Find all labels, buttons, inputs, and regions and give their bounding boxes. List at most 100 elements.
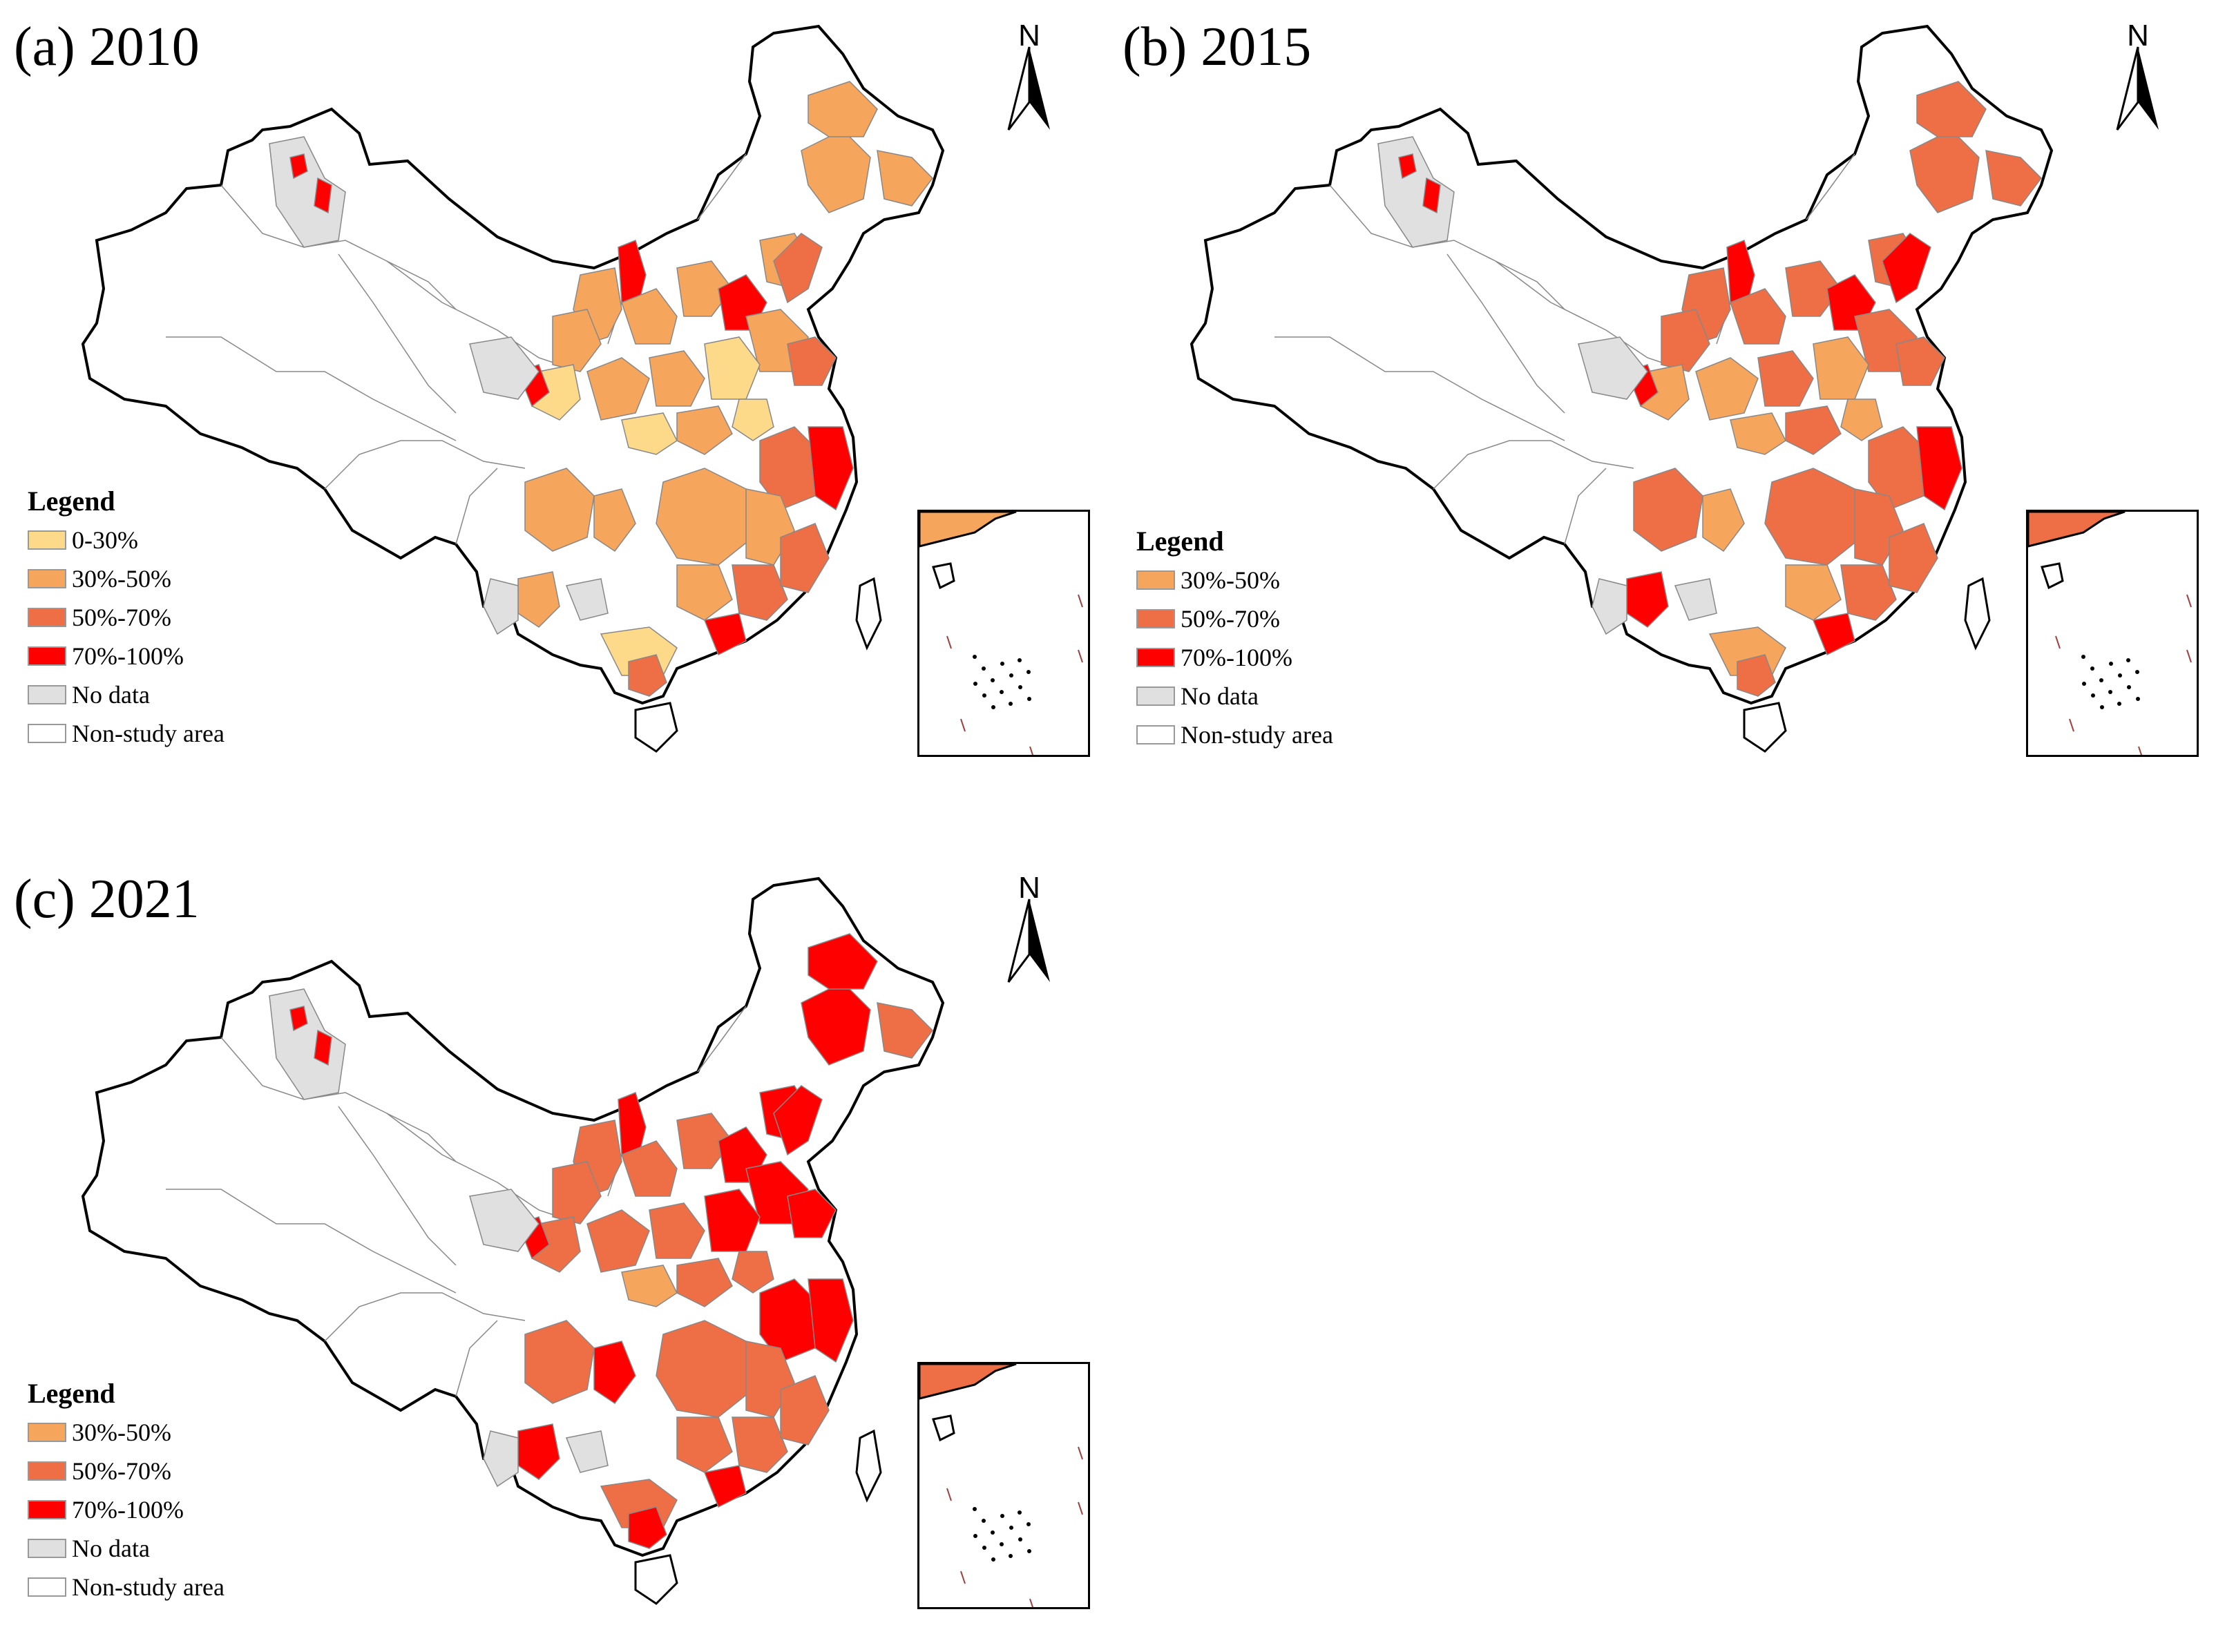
city-region xyxy=(1916,81,1987,137)
city-region xyxy=(703,613,747,656)
legend-item: Non-study area xyxy=(28,1568,225,1606)
inset-island xyxy=(1026,670,1031,674)
city-region xyxy=(1592,578,1627,635)
city-region xyxy=(1757,350,1814,407)
hainan-island xyxy=(634,1554,678,1605)
province-boundary xyxy=(166,336,457,441)
city-region xyxy=(552,1161,602,1224)
inset-island xyxy=(982,693,986,698)
province-boundary xyxy=(166,1189,457,1294)
nine-dash-line xyxy=(1078,649,1083,663)
inset-island xyxy=(2118,673,2122,678)
province-boundary xyxy=(1329,184,1565,310)
province-boundary xyxy=(338,253,457,414)
province-boundary xyxy=(697,1006,747,1073)
inset-island xyxy=(1009,1526,1013,1530)
city-region xyxy=(732,564,788,621)
nine-dash-line xyxy=(2055,635,2061,649)
city-region xyxy=(676,1258,733,1307)
city-region xyxy=(1422,177,1441,214)
legend-item: 30%-50% xyxy=(28,559,225,598)
city-region xyxy=(483,1430,519,1488)
inset-hainan xyxy=(2041,562,2064,590)
inset-island xyxy=(2082,682,2086,686)
city-region xyxy=(1916,426,1962,511)
legend-item: Non-study area xyxy=(28,714,225,753)
legend-item: 50%-70% xyxy=(1136,599,1333,638)
taiwan-island xyxy=(855,577,882,651)
inset-island xyxy=(2091,693,2095,698)
south-china-sea-inset xyxy=(917,1362,1090,1609)
inset-island xyxy=(2100,705,2104,709)
city-region xyxy=(289,153,308,180)
north-label: N xyxy=(2127,19,2149,52)
city-region xyxy=(565,578,609,621)
inset-island xyxy=(982,666,986,671)
legend-label: No data xyxy=(72,681,150,709)
legend-label: 70%-100% xyxy=(72,642,184,670)
legend-label: 70%-100% xyxy=(72,1496,184,1524)
nine-dash-line xyxy=(946,635,952,649)
city-region xyxy=(787,1189,837,1238)
north-arrow-icon: N xyxy=(1007,872,1071,989)
south-china-sea-inset xyxy=(917,510,1090,757)
legend-swatch xyxy=(28,530,66,550)
nine-dash-line xyxy=(1078,1446,1083,1460)
inset-island xyxy=(982,1519,986,1523)
inset-island xyxy=(1000,1542,1004,1546)
legend-item: 50%-70% xyxy=(28,598,225,637)
legend-swatch xyxy=(28,1539,66,1558)
inset-island xyxy=(1018,685,1022,689)
north-arrow-icon: N xyxy=(2116,19,2179,137)
inset-island xyxy=(1009,702,1013,706)
legend: Legend 30%-50% 50%-70% 70%-100% No data Non-… xyxy=(1136,522,1333,754)
province-boundary xyxy=(1806,153,1855,220)
city-region xyxy=(1398,153,1417,180)
legend-label: Non-study area xyxy=(72,720,225,747)
legend-item: No data xyxy=(1136,677,1333,715)
legend-swatch xyxy=(1136,570,1175,590)
city-region xyxy=(621,412,678,455)
inset-island xyxy=(1026,1522,1031,1526)
inset-island xyxy=(2126,658,2130,662)
inset-island xyxy=(2135,670,2139,674)
north-arrow-icon: N xyxy=(1007,19,1071,137)
city-region xyxy=(1840,564,1897,621)
legend-label: No data xyxy=(72,1535,150,1562)
map-panel-2015: (b) 2015 N Legend 30%-50% 50%-70% 70%-100%… xyxy=(1123,12,2214,800)
nine-dash-line xyxy=(2186,649,2192,663)
city-region xyxy=(1882,233,1931,304)
legend-swatch xyxy=(28,724,66,743)
inset-island xyxy=(1000,1514,1004,1518)
legend-item: 50%-70% xyxy=(28,1452,225,1490)
city-region xyxy=(618,1091,647,1155)
nine-dash-line xyxy=(1029,1598,1034,1607)
legend-label: 30%-50% xyxy=(72,1419,171,1446)
inset-hainan xyxy=(932,562,955,590)
inset-island xyxy=(2081,655,2085,659)
inset-island xyxy=(1027,697,1031,701)
legend-swatch xyxy=(28,646,66,666)
city-region xyxy=(621,288,678,345)
nine-dash-line xyxy=(1078,594,1083,608)
province-boundary xyxy=(1274,336,1565,441)
city-region xyxy=(773,1085,823,1156)
city-region xyxy=(593,1341,636,1405)
city-region xyxy=(808,933,878,990)
city-region xyxy=(565,1430,609,1473)
inset-island xyxy=(973,655,977,659)
city-region xyxy=(1764,468,1862,566)
city-region xyxy=(787,336,837,386)
north-label: N xyxy=(1018,19,1040,52)
city-region xyxy=(469,1189,539,1252)
city-region xyxy=(621,1140,678,1197)
province-boundary xyxy=(1433,440,1634,490)
legend-title: Legend xyxy=(1136,526,1224,557)
inset-mainland xyxy=(919,512,1017,548)
legend: Legend 30%-50% 50%-70% 70%-100% No data Non-… xyxy=(28,1374,225,1606)
inset-island xyxy=(1018,1510,1022,1515)
legend-swatch xyxy=(1136,648,1175,667)
legend-label: 70%-100% xyxy=(1181,644,1292,671)
city-region xyxy=(877,150,933,206)
nine-dash-line xyxy=(2186,594,2192,608)
